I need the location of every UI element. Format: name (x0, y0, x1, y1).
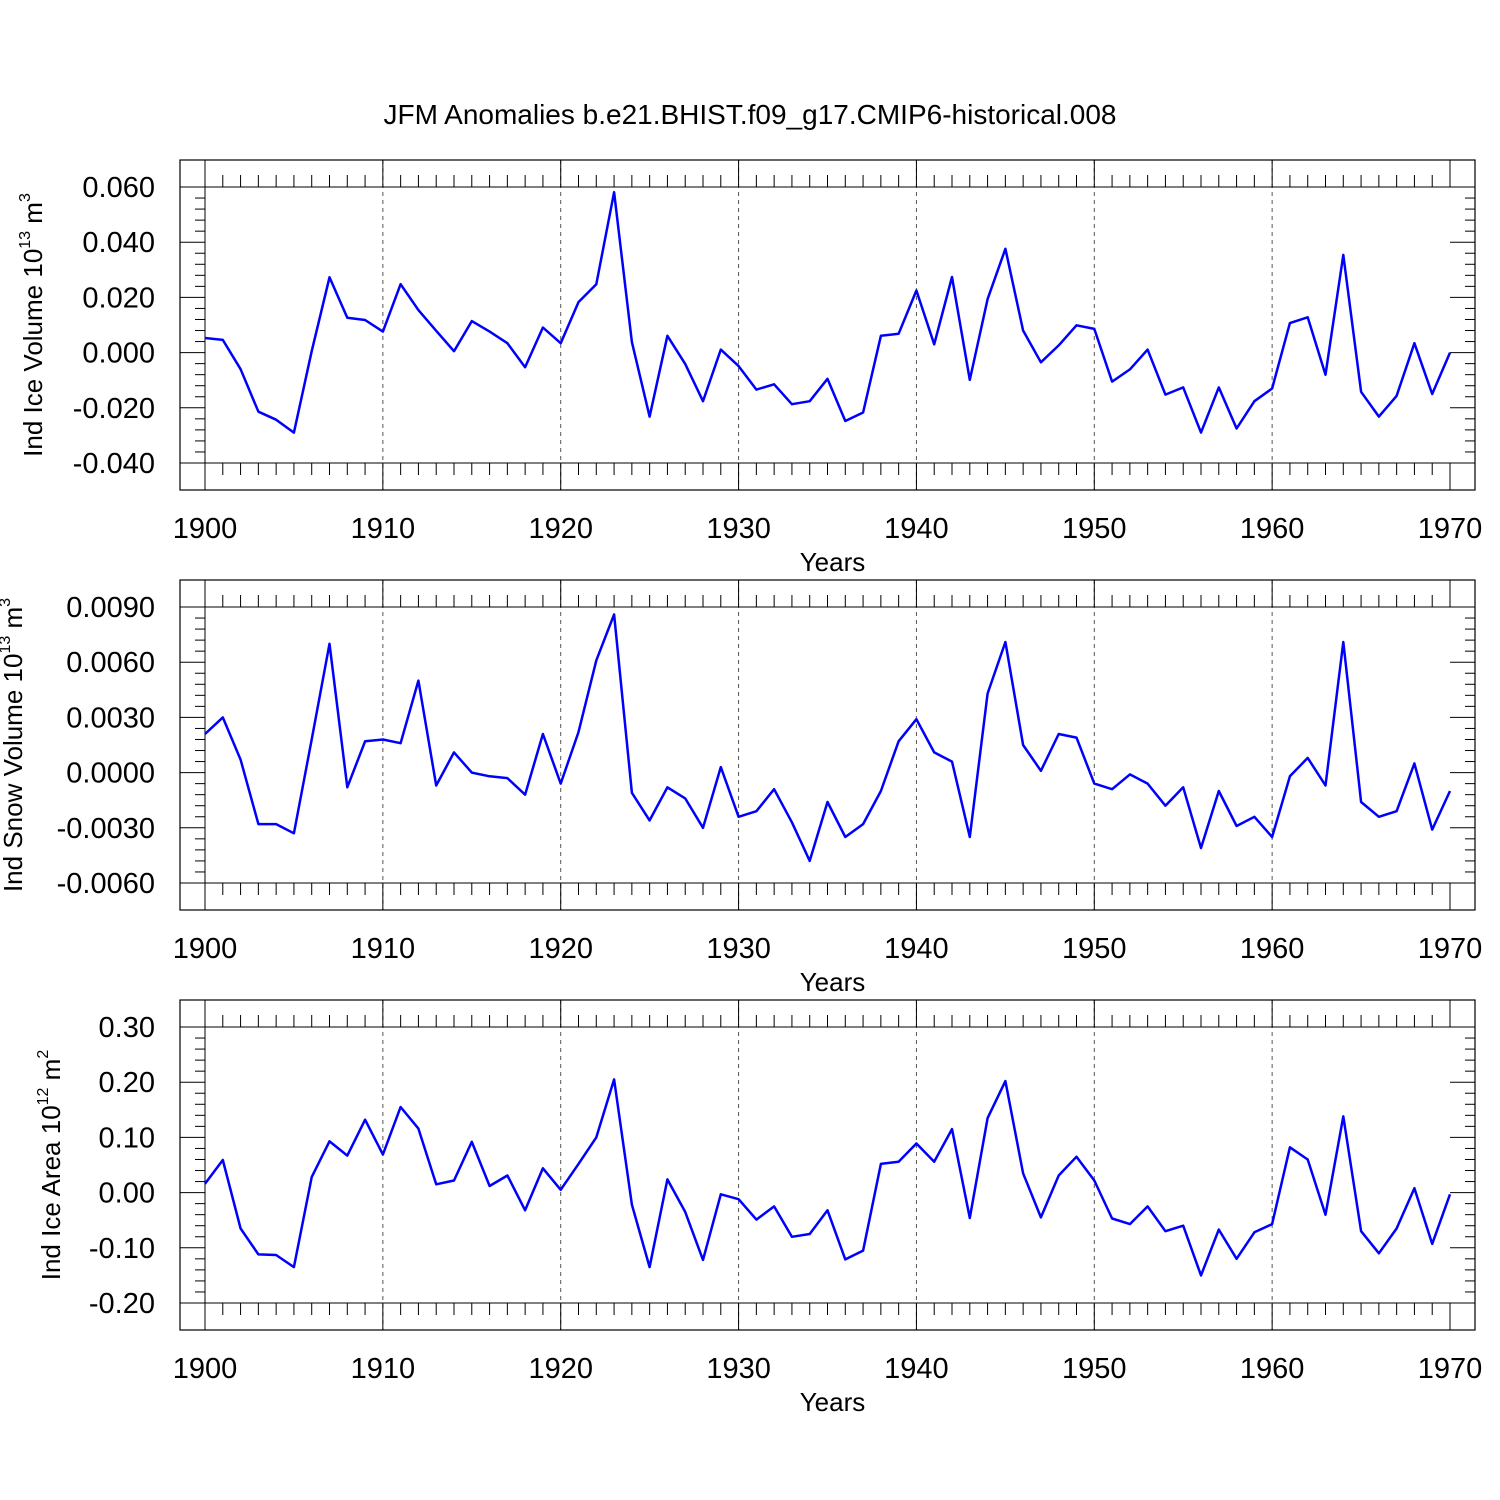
x-tick-label: 1970 (1418, 933, 1483, 965)
y-axis-title-unit-exponent: 2 (35, 1050, 52, 1059)
x-tick-label: 1900 (173, 513, 238, 545)
y-axis-title: Ind Snow Volume 1013 m3 (0, 598, 28, 892)
x-tick-label: 1970 (1418, 1353, 1483, 1385)
x-tick-label: 1920 (528, 513, 593, 545)
x-tick-label: 1950 (1062, 1353, 1127, 1385)
y-tick-label: -0.0030 (57, 813, 155, 845)
x-tick-label: 1960 (1240, 1353, 1305, 1385)
y-axis-title: Ind Ice Area 1012 m2 (35, 1050, 66, 1281)
main-title: JFM Anomalies b.e21.BHIST.f09_g17.CMIP6-… (383, 99, 1116, 130)
x-tick-label: 1910 (351, 1353, 416, 1385)
y-tick-label: 0.20 (99, 1067, 155, 1099)
x-tick-label: 1910 (351, 513, 416, 545)
y-axis-title-text: Ind Ice Volume 10 (18, 249, 48, 457)
y-tick-label: 0.0060 (66, 647, 155, 679)
y-axis-title-exponent: 13 (0, 636, 14, 654)
x-axis-title: Years (800, 1387, 866, 1417)
y-tick-label: 0.040 (82, 227, 155, 259)
series-line (203, 1078, 1452, 1277)
plot-frame (179, 159, 1476, 491)
x-tick-label: 1950 (1062, 513, 1127, 545)
x-tick-label: 1920 (528, 1353, 593, 1385)
x-tick-label: 1940 (884, 513, 949, 545)
chart-panel-1: -0.040 -0.020 0.000 0.020 0.040 0.060 1900 1910… (17, 159, 1483, 577)
y-axis-title-unit: m (0, 607, 28, 636)
chart-panel-3: -0.20 -0.10 0.00 0.10 0.20 0.30 1900 1910 1920 19… (35, 999, 1483, 1417)
series-line (204, 190, 1452, 434)
panels: -0.040 -0.020 0.000 0.020 0.040 0.060 1900 1910… (0, 159, 1483, 1417)
series-line (204, 613, 1452, 863)
plot-frame (179, 579, 1476, 911)
y-axis-title-exponent: 12 (35, 1087, 52, 1105)
chart-panel-2: -0.0060 -0.0030 0.0000 0.0030 0.0060 0.0090 19… (0, 579, 1483, 997)
y-tick-label: -0.040 (73, 448, 155, 480)
x-tick-label: 1920 (528, 933, 593, 965)
x-tick-label: 1940 (884, 933, 949, 965)
y-tick-label: -0.10 (89, 1233, 155, 1265)
y-tick-label: -0.020 (73, 393, 155, 425)
y-axis-title-exponent: 13 (17, 231, 34, 249)
y-tick-label: 0.0090 (66, 592, 155, 624)
x-tick-label: 1930 (706, 513, 771, 545)
y-tick-label: 0.10 (99, 1122, 155, 1154)
y-tick-label: 0.060 (82, 172, 155, 204)
y-axis-title-unit-exponent: 3 (17, 193, 34, 202)
x-tick-label: 1940 (884, 1353, 949, 1385)
x-tick-label: 1900 (173, 933, 238, 965)
y-tick-label: 0.30 (99, 1012, 155, 1044)
x-tick-label: 1950 (1062, 933, 1127, 965)
y-axis-title-text: Ind Ice Area 10 (36, 1105, 66, 1280)
y-axis-title-unit: m (36, 1059, 66, 1088)
x-tick-label: 1960 (1240, 513, 1305, 545)
y-axis-title: Ind Ice Volume 1013 m3 (17, 193, 48, 457)
x-tick-label: 1900 (173, 1353, 238, 1385)
x-tick-label: 1910 (351, 933, 416, 965)
x-tick-label: 1930 (706, 933, 771, 965)
x-axis-title: Years (800, 547, 866, 577)
plot-frame (179, 999, 1476, 1331)
y-tick-label: 0.00 (99, 1178, 155, 1210)
y-tick-label: -0.0060 (57, 868, 155, 900)
x-tick-label: 1960 (1240, 933, 1305, 965)
y-axis-title-unit: m (18, 202, 48, 231)
y-axis-title-text: Ind Snow Volume 10 (0, 654, 28, 893)
y-tick-label: 0.0030 (66, 702, 155, 734)
y-tick-label: 0.020 (82, 282, 155, 314)
y-tick-label: -0.20 (89, 1288, 155, 1320)
y-tick-label: 0.0000 (66, 758, 155, 790)
y-axis-title-unit-exponent: 3 (0, 598, 14, 607)
y-tick-label: 0.000 (82, 338, 155, 370)
x-tick-label: 1930 (706, 1353, 771, 1385)
x-axis-title: Years (800, 967, 866, 997)
x-tick-label: 1970 (1418, 513, 1483, 545)
